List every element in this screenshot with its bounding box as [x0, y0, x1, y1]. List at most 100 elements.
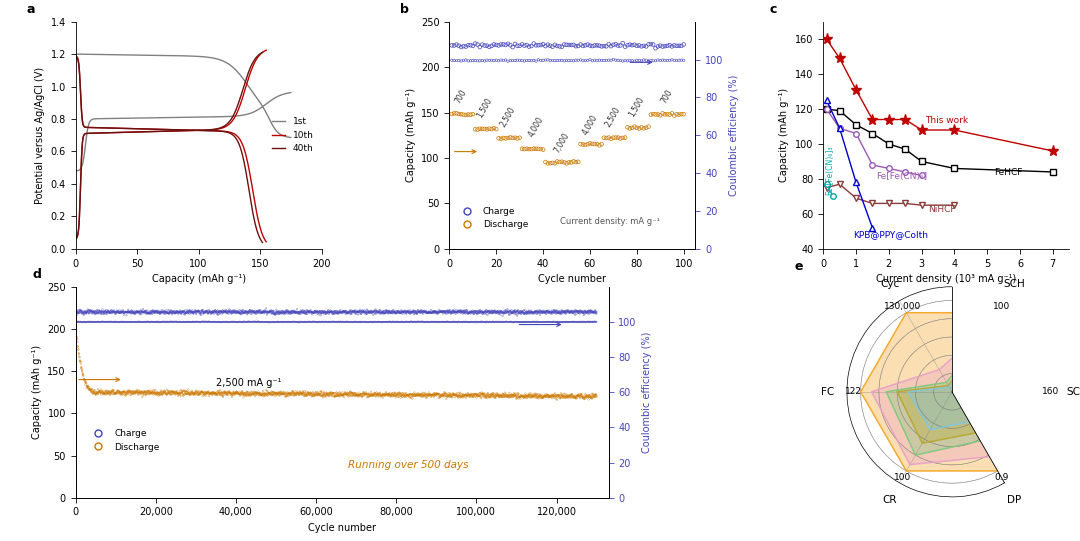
Point	[578, 318, 595, 326]
Point	[81, 318, 98, 326]
Point	[183, 318, 200, 327]
Point	[235, 391, 253, 400]
Point	[261, 308, 279, 316]
Point	[249, 318, 267, 326]
Point	[99, 390, 117, 398]
Point	[438, 317, 456, 326]
Point	[315, 318, 333, 326]
Point	[467, 307, 484, 316]
Point	[73, 318, 91, 327]
Point	[450, 308, 468, 316]
Point	[133, 307, 150, 315]
Point	[259, 318, 276, 326]
Point	[605, 133, 622, 142]
Point	[78, 318, 95, 327]
Point	[67, 318, 84, 327]
Point	[129, 387, 146, 395]
Point	[409, 390, 427, 398]
Point	[329, 318, 347, 326]
Point	[447, 391, 464, 399]
Point	[171, 307, 188, 316]
Point	[580, 307, 597, 316]
Point	[308, 318, 325, 326]
Point	[495, 40, 512, 49]
Point	[388, 391, 405, 400]
Point	[504, 318, 522, 326]
Point	[84, 308, 102, 316]
Point	[210, 318, 227, 326]
Point	[129, 318, 146, 326]
Point	[213, 307, 230, 316]
Point	[456, 318, 473, 326]
Point	[135, 308, 152, 316]
Point	[429, 318, 446, 326]
Point	[414, 393, 431, 401]
Point	[557, 393, 575, 401]
Point	[295, 318, 312, 326]
Point	[542, 391, 559, 399]
Point	[230, 390, 247, 398]
Point	[341, 306, 359, 314]
Point	[578, 393, 595, 402]
Point	[270, 390, 287, 398]
Point	[551, 309, 568, 318]
Point	[298, 318, 315, 326]
Point	[166, 309, 184, 318]
Point	[473, 390, 490, 398]
Point	[418, 390, 435, 399]
Point	[294, 318, 311, 326]
Point	[190, 318, 207, 326]
Point	[238, 390, 255, 399]
Point	[210, 318, 227, 327]
Point	[219, 318, 237, 326]
Point	[546, 159, 564, 168]
Point	[416, 318, 433, 327]
Point	[123, 389, 140, 398]
Point	[159, 309, 176, 318]
Point	[581, 391, 598, 400]
Point	[572, 391, 590, 400]
Point	[368, 318, 386, 326]
Point	[459, 41, 476, 50]
Point	[559, 393, 577, 401]
Point	[544, 391, 562, 400]
Point	[176, 387, 193, 396]
Point	[375, 318, 392, 326]
Point	[90, 309, 107, 318]
Point	[357, 390, 375, 399]
Point	[442, 318, 459, 326]
Point	[356, 318, 374, 326]
Point	[206, 306, 224, 315]
Point	[487, 392, 504, 400]
Point	[190, 318, 207, 326]
Point	[89, 318, 106, 326]
Point	[178, 318, 195, 326]
Point	[319, 318, 336, 326]
Point	[269, 318, 286, 326]
Point	[97, 390, 114, 398]
Point	[219, 308, 237, 317]
Point	[392, 309, 409, 318]
Point	[138, 388, 156, 397]
Point	[397, 318, 415, 326]
Point	[247, 387, 265, 396]
Y-axis label: Capacity (mAh g⁻¹): Capacity (mAh g⁻¹)	[31, 345, 42, 439]
Point	[67, 318, 84, 326]
Point	[475, 392, 492, 400]
Point	[544, 308, 562, 317]
Point	[462, 110, 480, 119]
Point	[482, 393, 499, 401]
Point	[355, 389, 373, 398]
Point	[240, 390, 257, 399]
Point	[156, 309, 173, 318]
Point	[156, 388, 173, 397]
Point	[132, 388, 149, 397]
Point	[376, 308, 393, 317]
Point	[178, 308, 195, 316]
Point	[75, 370, 92, 379]
Point	[478, 306, 496, 315]
Point	[308, 307, 325, 315]
Point	[459, 309, 476, 318]
Point	[435, 308, 453, 316]
Point	[327, 307, 345, 316]
